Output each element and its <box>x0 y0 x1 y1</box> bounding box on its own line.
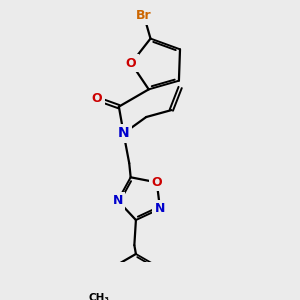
Text: O: O <box>126 57 136 70</box>
Text: N: N <box>118 126 129 140</box>
Text: Br: Br <box>136 9 152 22</box>
Text: N: N <box>155 202 165 215</box>
Text: O: O <box>92 92 102 105</box>
Text: CH₃: CH₃ <box>89 293 110 300</box>
Text: N: N <box>112 194 123 207</box>
Text: O: O <box>152 176 162 189</box>
